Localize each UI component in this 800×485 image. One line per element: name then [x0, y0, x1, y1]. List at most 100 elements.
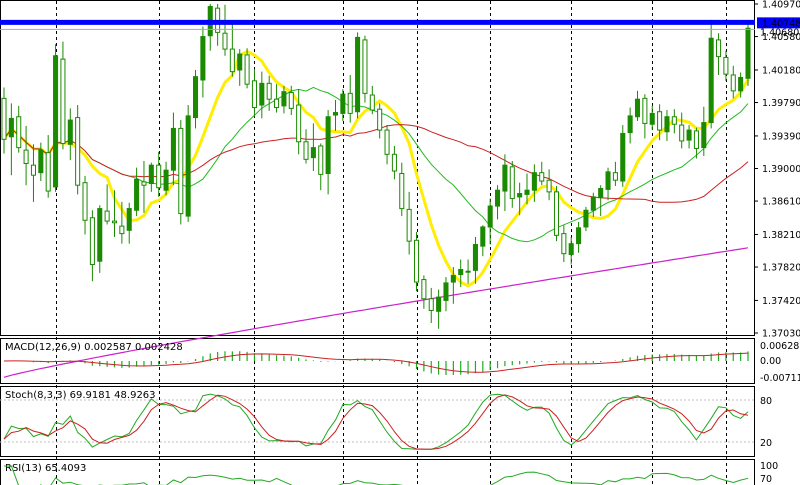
candle-body-16 [119, 225, 125, 235]
price-tick-label-10: 1.37030 [762, 329, 800, 340]
candle-3 [23, 125, 29, 186]
rsi-label: RSI(13) 65.4093 [5, 463, 86, 474]
candle-body-84 [620, 132, 626, 182]
candle-35 [259, 71, 265, 119]
candle-body-23 [170, 127, 176, 171]
candle-body-50 [369, 94, 375, 111]
candle-17 [126, 202, 132, 244]
candle-1 [8, 103, 14, 176]
candle-body-34 [251, 80, 257, 109]
price-panel-frame [0, 0, 755, 336]
candle-51 [377, 103, 383, 139]
macd-axis: 0.006288 0.00 -0.00711 [760, 341, 800, 384]
candle-body-2 [16, 116, 22, 149]
candle-83 [612, 161, 618, 187]
candle-body-11 [82, 182, 88, 221]
candle-59 [436, 289, 442, 329]
price-tick-label-0: 1.40970 [762, 0, 800, 11]
candle-body-82 [605, 171, 611, 190]
candle-54 [399, 162, 405, 217]
rsi-line [4, 465, 749, 485]
candle-body-48 [355, 36, 361, 113]
price-tick-label-4: 1.39390 [762, 131, 800, 142]
candle-2 [16, 105, 22, 153]
candle-body-31 [229, 48, 235, 73]
candle-body-55 [406, 208, 412, 242]
current-price-label: 1.40748 [762, 18, 800, 29]
candle-body-77 [568, 243, 574, 256]
rsi-panel-frame [0, 459, 755, 485]
candle-body-69 [509, 166, 515, 200]
price-tick-label-5: 1.39000 [762, 164, 800, 175]
candle-90 [664, 110, 670, 141]
candle-81 [598, 185, 604, 217]
candle-body-101 [745, 27, 751, 79]
candle-87 [642, 94, 648, 139]
stoch-signal-line [3, 394, 749, 450]
candle-53 [391, 145, 397, 180]
candle-body-83 [612, 172, 618, 181]
candle-31 [229, 23, 235, 77]
candle-52 [384, 125, 390, 165]
candle-body-71 [524, 189, 530, 195]
candle-body-98 [723, 56, 729, 75]
candle-88 [649, 105, 655, 131]
candle-body-47 [347, 92, 353, 114]
candle-72 [531, 164, 537, 202]
candle-39 [288, 85, 294, 116]
candle-body-67 [495, 189, 501, 207]
candle-body-49 [362, 39, 368, 94]
candle-body-75 [553, 191, 560, 236]
candle-body-76 [561, 233, 567, 255]
candle-body-19 [141, 181, 147, 186]
candle-body-60 [443, 282, 449, 301]
candle-42 [310, 123, 316, 172]
candle-29 [215, 4, 221, 46]
candle-body-43 [318, 145, 324, 175]
candle-99 [730, 65, 736, 99]
rsi-axis: 100 70 [760, 461, 778, 485]
candle-82 [605, 167, 611, 201]
candle-56 [413, 231, 420, 292]
candle-98 [723, 50, 729, 81]
candle-body-32 [237, 53, 243, 71]
current-price-tag [757, 17, 800, 29]
candle-body-22 [163, 169, 169, 191]
candle-28 [207, 4, 213, 51]
candle-body-45 [332, 112, 339, 116]
candle-44 [325, 110, 331, 195]
stoch-axis: 80 20 [760, 396, 772, 449]
candle-8 [60, 41, 66, 150]
candle-body-13 [97, 208, 103, 262]
stoch-tick-20: 20 [760, 438, 772, 449]
candle-body-36 [266, 82, 272, 100]
candle-body-3 [23, 149, 29, 164]
candle-body-18 [134, 178, 140, 211]
candle-49 [362, 35, 368, 103]
candle-27 [200, 26, 206, 98]
candle-body-79 [583, 209, 589, 228]
candle-body-24 [178, 127, 184, 215]
macd-signal-line [3, 352, 749, 373]
rsi-tick-70: 70 [760, 474, 772, 485]
candle-97 [716, 33, 722, 75]
candle-body-9 [67, 119, 73, 145]
session-separators [56, 1, 727, 485]
candle-24 [178, 120, 184, 225]
candle-84 [620, 125, 626, 187]
macd-label: MACD(12,26,9) 0.002587 0.002428 [5, 342, 183, 353]
candle-body-40 [296, 104, 302, 143]
stoch-panel-frame [0, 386, 755, 457]
candle-32 [237, 49, 243, 86]
candle-body-4 [30, 164, 36, 176]
candle-47 [347, 74, 353, 123]
candle-body-10 [75, 117, 81, 186]
candle-58 [428, 287, 434, 323]
candle-15 [111, 190, 118, 237]
candle-body-66 [487, 205, 493, 228]
candle-63 [465, 259, 471, 284]
candle-77 [568, 236, 574, 265]
candle-body-63 [465, 270, 471, 273]
candle-10 [75, 105, 81, 195]
candle-6 [45, 135, 51, 198]
